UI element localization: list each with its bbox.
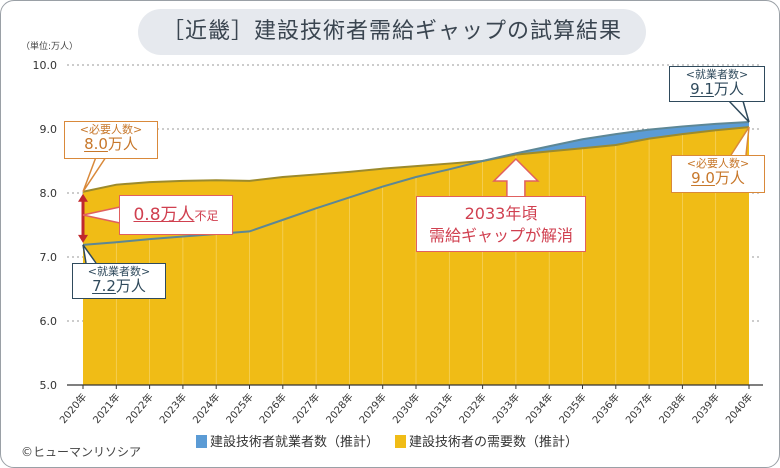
callout-unit: 万人 — [115, 277, 146, 295]
x-tick-label: 2021年 — [90, 391, 123, 427]
y-axis-unit-label: （単位:万人） — [21, 42, 79, 52]
legend: 建設技術者就業者数（推計） 建設技術者の需要数（推計） — [196, 431, 578, 450]
x-tick-label: 2023年 — [156, 391, 189, 427]
x-tick-label: 2030年 — [390, 391, 423, 427]
shortage-value: 0.8万人 — [133, 205, 195, 225]
legend-label: 建設技術者就業者数（推計） — [210, 435, 380, 450]
supply-line — [82, 120, 750, 246]
callout-label: <必要人数> — [79, 123, 143, 136]
callout-pointer — [728, 100, 750, 123]
x-tick-label: 2039年 — [689, 391, 722, 427]
x-tick-label: 2027年 — [290, 391, 323, 427]
x-tick-label: 2033年 — [489, 391, 522, 427]
callout-value: 7.2 — [92, 277, 116, 295]
x-tick-label: 2020年 — [57, 391, 90, 427]
legend-swatch — [395, 435, 407, 448]
x-tick-label: 2028年 — [323, 391, 356, 427]
legend-item-supply: 建設技術者就業者数（推計） — [196, 431, 379, 450]
y-tick-label: 5.0 — [40, 379, 58, 392]
chart-title: ［近畿］建設技術者需給ギャップの試算結果 — [138, 9, 646, 55]
callout-pointer — [82, 244, 97, 264]
arrow-head-up — [78, 193, 88, 202]
copyright: ©ヒューマンリソシア — [21, 445, 142, 459]
y-tick-label: 7.0 — [40, 251, 58, 264]
callout-pointer — [82, 206, 121, 224]
resolution-year: 2033年頃 — [464, 204, 538, 223]
callout-demand-2020: <必要人数> 8.0万人 — [64, 121, 158, 159]
callout-value: 9.0 — [691, 169, 715, 187]
callout-unit: 万人 — [714, 169, 745, 187]
x-tick-label: 2022年 — [123, 391, 156, 427]
callout-shortage: 0.8万人不足 — [119, 195, 233, 235]
arrow-head-down — [78, 234, 88, 243]
y-tick-label: 8.0 — [40, 187, 58, 200]
resolution-text: 需給ギャップが解消 — [428, 226, 573, 245]
x-tick-label: 2031年 — [423, 391, 456, 427]
callout-supply-2020: <就業者数> 7.2万人 — [72, 263, 166, 299]
shortage-suffix: 不足 — [194, 209, 219, 223]
x-tick-label: 2024年 — [190, 391, 223, 427]
callout-unit: 万人 — [713, 80, 744, 98]
callout-pointer — [730, 126, 750, 156]
x-tick-label: 2037年 — [623, 391, 656, 427]
legend-label: 建設技術者の需要数（推計） — [409, 435, 579, 450]
x-tick-label: 2032年 — [456, 391, 489, 427]
callout-value: 9.1 — [690, 80, 714, 98]
legend-item-demand: 建設技術者の需要数（推計） — [395, 431, 578, 450]
callout-label: <必要人数> — [686, 157, 750, 170]
x-tick-label: 2036年 — [589, 391, 622, 427]
x-tick-label: 2026年 — [256, 391, 289, 427]
callout-pointer — [82, 156, 107, 193]
x-tick-label: 2035年 — [556, 391, 589, 427]
y-tick-label: 6.0 — [40, 315, 58, 328]
x-tick-label: 2040年 — [723, 391, 756, 427]
callout-unit: 万人 — [107, 135, 138, 153]
y-tick-label: 10.0 — [33, 59, 58, 72]
callout-gap-resolution: 2033年頃 需給ギャップが解消 — [416, 196, 586, 252]
callout-supply-2040: <就業者数> 9.1万人 — [669, 66, 765, 102]
callout-label: <就業者数> — [685, 68, 749, 81]
x-tick-label: 2038年 — [656, 391, 689, 427]
callout-demand-2040: <必要人数> 9.0万人 — [671, 155, 765, 193]
demand-line — [82, 126, 750, 193]
x-tick-label: 2025年 — [223, 391, 256, 427]
callout-label: <就業者数> — [87, 265, 151, 278]
x-tick-label: 2034年 — [523, 391, 556, 427]
legend-swatch — [196, 435, 207, 448]
x-tick-label: 2029年 — [356, 391, 389, 427]
y-tick-label: 9.0 — [40, 123, 58, 136]
callout-value: 8.0 — [84, 135, 108, 153]
